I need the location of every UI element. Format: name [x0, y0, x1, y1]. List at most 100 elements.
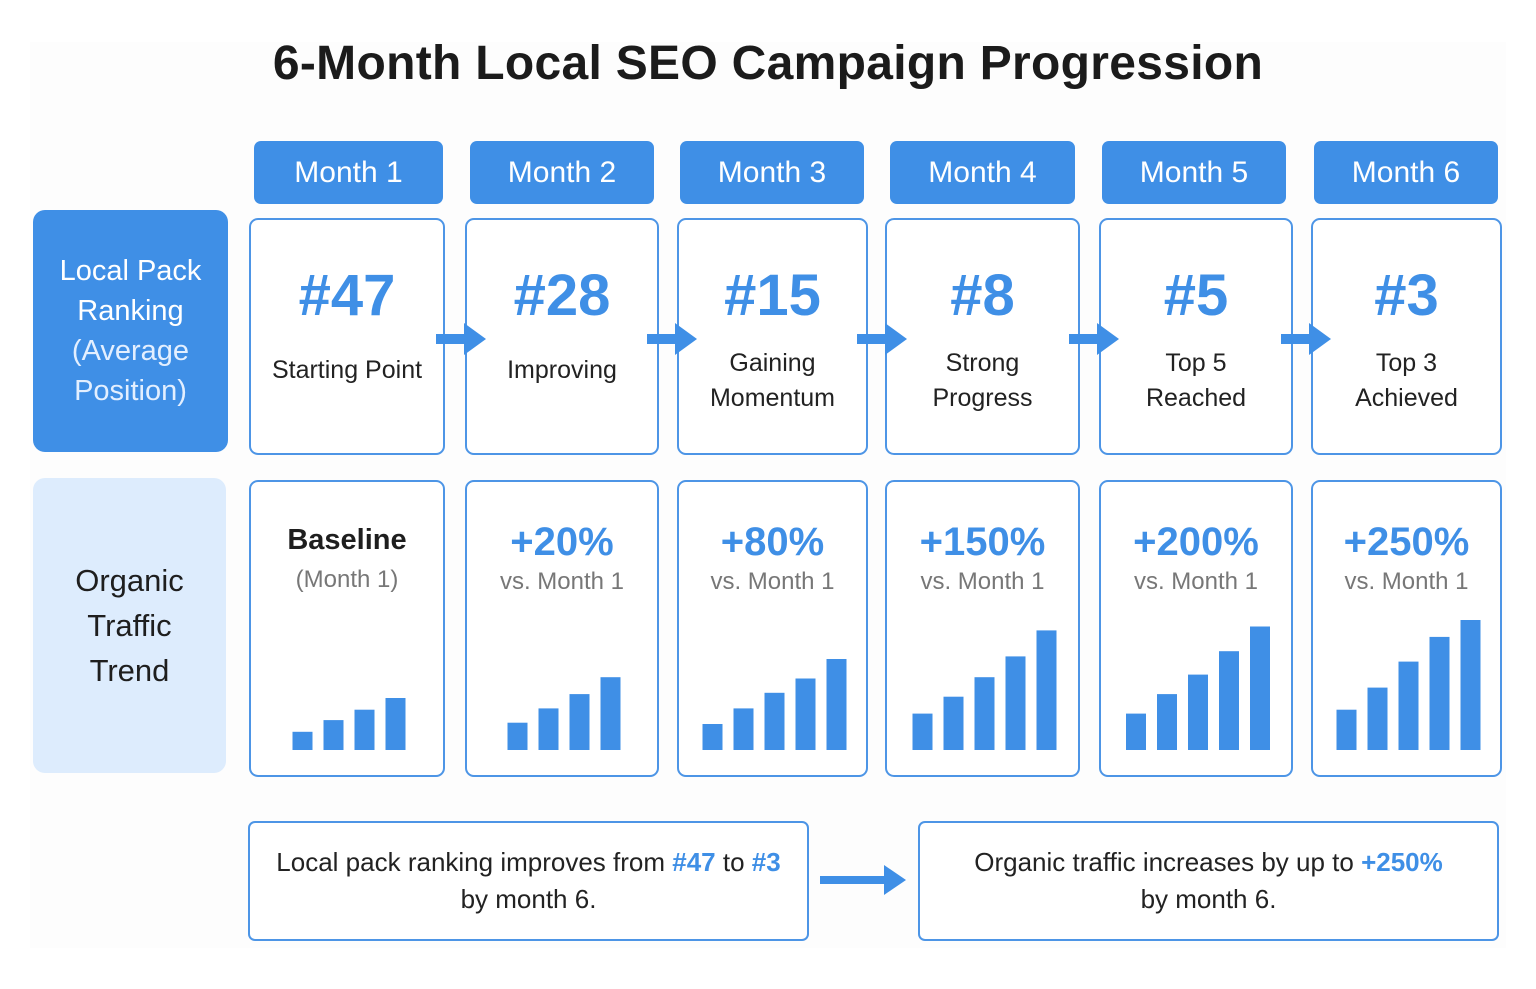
traffic-bar — [702, 724, 723, 750]
ranking-summary-timeframe: by month 6. — [460, 884, 597, 914]
ranking-summary-connector: to — [715, 847, 752, 877]
traffic-summary-text: Organic traffic increases by up to — [974, 847, 1362, 877]
traffic-bar — [1126, 713, 1146, 750]
traffic-bar — [943, 696, 964, 750]
traffic-bar — [764, 692, 785, 750]
ranking-card-month-5: #5 Top 5 Reached — [1099, 218, 1293, 455]
page-title: 6-Month Local SEO Campaign Progression — [272, 37, 1264, 90]
ranking-value: #28 — [513, 263, 611, 328]
ranking-status-line-1: Improving — [507, 356, 617, 384]
traffic-card-month-4: +150% vs. Month 1 — [885, 480, 1080, 777]
traffic-bar — [912, 713, 933, 750]
ranking-status-line-1: Gaining — [729, 349, 816, 377]
right-arrow-icon — [436, 323, 486, 355]
ranking-summary-start: #47 — [672, 847, 716, 877]
traffic-card-month-6: +250% vs. Month 1 — [1311, 480, 1502, 777]
traffic-mini-bar-chart — [912, 630, 1057, 750]
ranking-value: #15 — [724, 263, 821, 328]
ranking-status: Improving — [467, 353, 657, 388]
traffic-mini-bar-chart — [1336, 620, 1481, 750]
month-header-6: Month 6 — [1314, 141, 1498, 204]
traffic-mini-bar-chart — [1126, 626, 1270, 750]
traffic-summary-timeframe: by month 6. — [1140, 884, 1277, 914]
traffic-card-month-2: +20% vs. Month 1 — [465, 480, 659, 777]
month-header-1: Month 1 — [254, 141, 443, 204]
traffic-comparison: (Month 1) — [295, 566, 399, 593]
ranking-status-line-2: Reached — [1145, 384, 1247, 412]
ranking-status: Gaining Momentum — [679, 346, 866, 416]
month-header-5: Month 5 — [1102, 141, 1286, 204]
ranking-row-title-line-1: Local Pack — [59, 255, 202, 287]
traffic-comparison: vs. Month 1 — [1133, 568, 1259, 595]
ranking-summary-text: Local pack ranking improves from — [276, 847, 673, 877]
traffic-value: +80% — [720, 520, 825, 564]
ranking-status: Top 5 Reached — [1101, 346, 1291, 416]
ranking-row-label: Local Pack Ranking (Average Position) — [33, 210, 228, 452]
traffic-comparison: vs. Month 1 — [1344, 568, 1469, 595]
traffic-bar — [292, 731, 313, 750]
traffic-bar — [1336, 709, 1357, 750]
ranking-status-line-1: Top 3 — [1375, 349, 1438, 377]
traffic-value: +250% — [1343, 520, 1470, 564]
right-arrow-icon — [647, 323, 697, 355]
month-header-4: Month 4 — [890, 141, 1075, 204]
traffic-bar — [1460, 620, 1481, 750]
month-header-2: Month 2 — [470, 141, 654, 204]
traffic-summary-value: +250% — [1361, 847, 1443, 877]
traffic-bar — [385, 698, 406, 750]
traffic-comparison: vs. Month 1 — [920, 568, 1045, 595]
traffic-bar — [1250, 626, 1270, 750]
traffic-card-month-1: Baseline (Month 1) — [249, 480, 445, 777]
traffic-bar — [600, 677, 621, 750]
traffic-row-title-line-3: Trend — [89, 653, 170, 688]
traffic-value: Baseline — [287, 524, 407, 556]
traffic-bar — [1398, 661, 1419, 750]
traffic-value: +20% — [510, 520, 614, 564]
traffic-card-month-3: +80% vs. Month 1 — [677, 480, 868, 777]
right-arrow-icon — [820, 865, 906, 895]
traffic-value: +200% — [1133, 520, 1259, 564]
traffic-bar — [1005, 656, 1026, 750]
ranking-value: #47 — [298, 263, 396, 328]
ranking-card-month-4: #8 Strong Progress — [885, 218, 1080, 455]
ranking-card-month-6: #3 Top 3 Achieved — [1311, 218, 1502, 455]
ranking-status-line-2: Achieved — [1355, 384, 1458, 412]
ranking-status-line-1: Starting Point — [271, 356, 423, 384]
traffic-bar — [538, 708, 559, 750]
traffic-bar — [1367, 687, 1388, 750]
month-header-3: Month 3 — [680, 141, 864, 204]
traffic-bar — [323, 720, 344, 750]
traffic-row-title-line-2: Traffic — [87, 608, 172, 643]
traffic-bar — [1429, 636, 1450, 750]
ranking-status-line-1: Strong — [945, 349, 1020, 377]
traffic-bar — [507, 722, 528, 750]
ranking-row-title-line-2: Ranking — [77, 295, 184, 327]
ranking-card-month-2: #28 Improving — [465, 218, 659, 455]
traffic-bar — [1157, 694, 1177, 750]
traffic-bar — [795, 678, 816, 750]
ranking-status: Strong Progress — [887, 346, 1078, 416]
traffic-comparison: vs. Month 1 — [499, 568, 625, 595]
traffic-summary-note: Organic traffic increases by up to +250%… — [918, 821, 1499, 941]
ranking-summary-end: #3 — [751, 847, 781, 877]
traffic-bar — [1219, 651, 1239, 750]
traffic-bar — [354, 709, 375, 750]
right-arrow-icon — [1281, 323, 1331, 355]
traffic-bar — [1036, 630, 1057, 750]
traffic-bar — [826, 659, 847, 750]
ranking-value: #5 — [1163, 263, 1229, 328]
ranking-value: #3 — [1374, 263, 1439, 328]
traffic-mini-bar-chart — [702, 659, 847, 750]
right-arrow-icon — [857, 323, 907, 355]
ranking-summary-note: Local pack ranking improves from #47 to … — [248, 821, 809, 941]
traffic-bar — [569, 694, 590, 750]
ranking-card-month-1: #47 Starting Point — [249, 218, 445, 455]
ranking-value: #8 — [950, 263, 1015, 328]
traffic-bar — [733, 708, 754, 750]
traffic-mini-bar-chart — [507, 677, 621, 750]
ranking-card-month-3: #15 Gaining Momentum — [677, 218, 868, 455]
traffic-value: +150% — [919, 520, 1046, 564]
ranking-status: Starting Point — [251, 353, 443, 388]
ranking-row-sub-line-2: Position) — [74, 375, 187, 407]
ranking-status-line-2: Momentum — [709, 384, 836, 412]
